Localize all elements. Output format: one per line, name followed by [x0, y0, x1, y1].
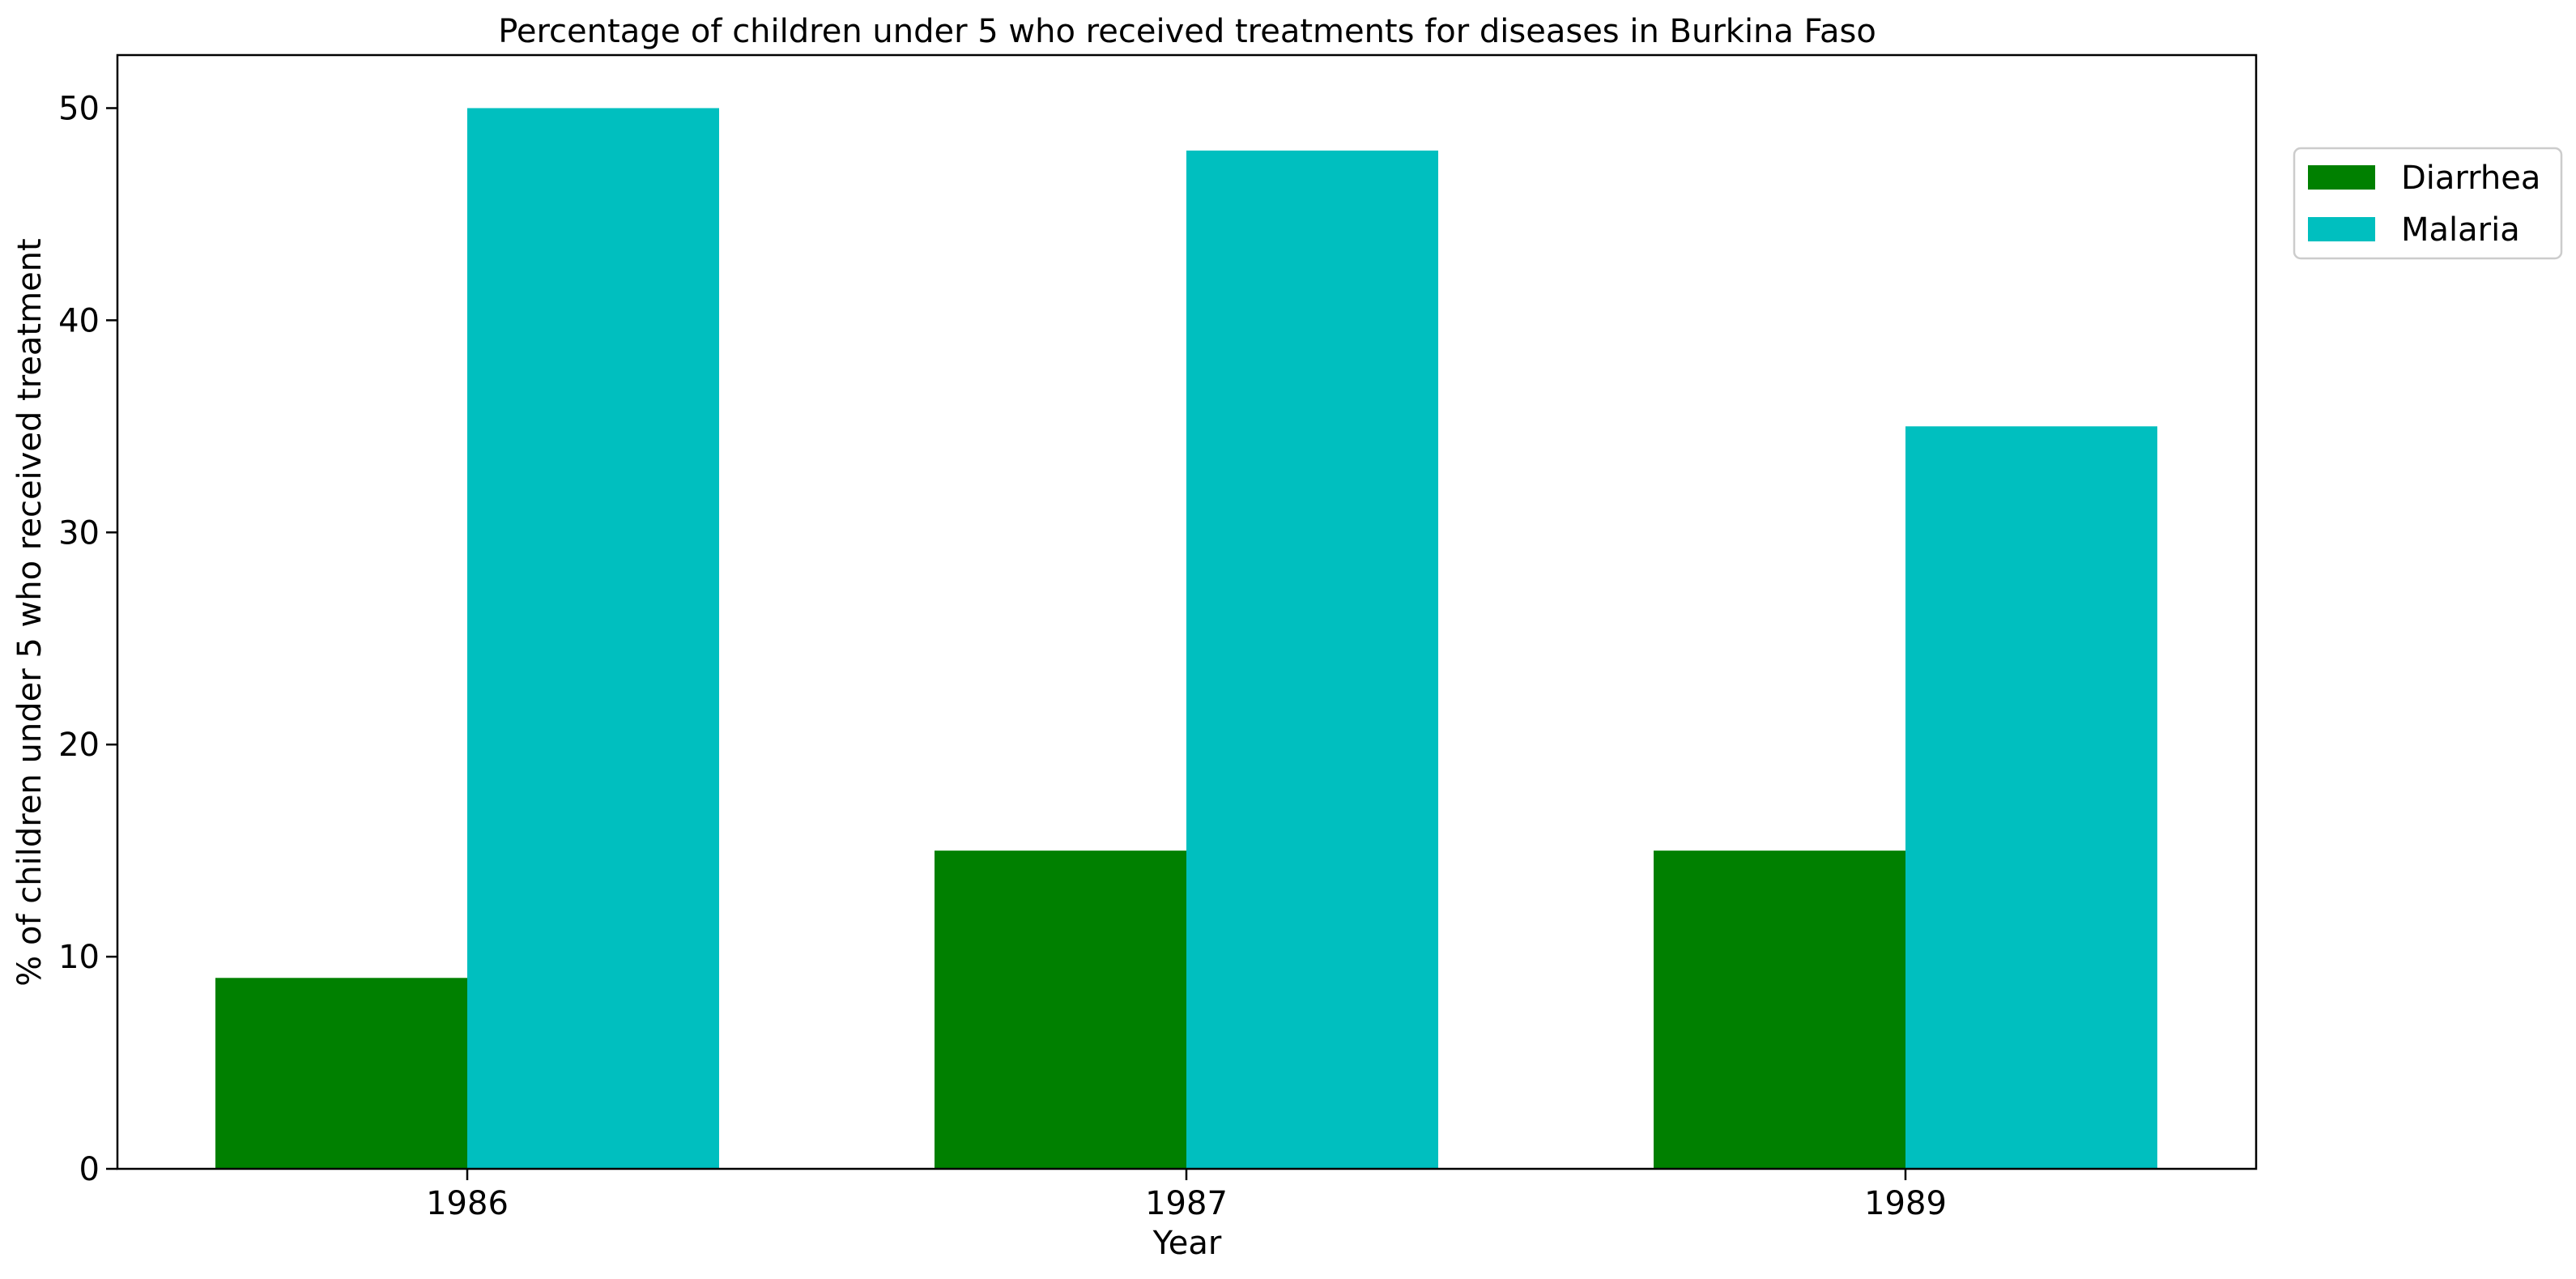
y-tick-label: 50: [58, 90, 100, 127]
legend-swatch-diarrhea: [2308, 165, 2375, 190]
bars-group: [215, 108, 2157, 1169]
bar-malaria-1986: [467, 108, 719, 1169]
y-tick-label: 40: [58, 302, 100, 339]
bar-diarrhea-1989: [1654, 851, 1905, 1169]
bar-malaria-1989: [1905, 426, 2157, 1169]
y-tick-label: 10: [58, 939, 100, 976]
legend-label-diarrhea: Diarrhea: [2401, 160, 2540, 197]
y-tick-label: 0: [79, 1151, 100, 1188]
legend-label-malaria: Malaria: [2401, 211, 2520, 249]
bar-diarrhea-1986: [215, 978, 467, 1169]
chart-title: Percentage of children under 5 who recei…: [498, 13, 1876, 50]
x-tick-label: 1989: [1864, 1185, 1947, 1222]
x-tick-label: 1987: [1145, 1185, 1228, 1222]
x-axis-title: Year: [1152, 1225, 1222, 1262]
y-axis: 0 10 20 30 40 50: [58, 90, 117, 1188]
legend-swatch-malaria: [2308, 217, 2375, 241]
legend: Diarrhea Malaria: [2293, 147, 2563, 260]
y-tick-label: 20: [58, 727, 100, 764]
bar-malaria-1987: [1186, 150, 1438, 1169]
x-tick-label: 1986: [426, 1185, 509, 1222]
x-axis: 1986 1987 1989: [426, 1169, 1947, 1222]
y-tick-label: 30: [58, 514, 100, 552]
y-axis-title: % of children under 5 who received treat…: [11, 238, 49, 986]
bar-diarrhea-1987: [935, 851, 1186, 1169]
